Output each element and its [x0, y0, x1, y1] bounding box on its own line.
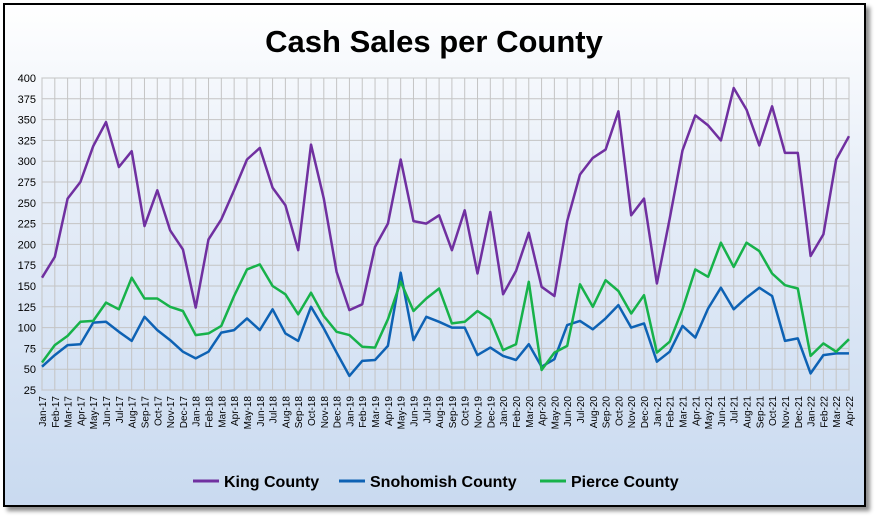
x-tick-label: Sep-21: [755, 396, 766, 429]
x-tick-label: Feb-21: [666, 396, 677, 428]
x-tick-label: Dec-21: [794, 396, 805, 429]
x-tick-label: Jul-17: [115, 396, 126, 424]
x-axis: Jan-17 Feb-17 Mar-17 Apr-17 May-17 Jun-17 Jul-…: [38, 396, 856, 430]
x-tick-label: Sep-19: [448, 396, 459, 429]
y-tick-label: 225: [18, 219, 36, 231]
legend-label: Pierce County: [571, 474, 679, 491]
y-tick-label: 175: [18, 260, 36, 272]
x-tick-label: Jan-21: [653, 396, 664, 427]
x-tick-label: May-20: [550, 396, 561, 430]
gridlines: [41, 77, 850, 391]
x-tick-label: Jun-17: [102, 396, 113, 427]
x-tick-label: Jan-19: [345, 396, 356, 427]
x-tick-label: Sep-17: [140, 396, 151, 429]
x-tick-label: Mar-21: [678, 396, 689, 428]
x-tick-label: Apr-19: [384, 396, 395, 426]
x-tick-label: Nov-20: [627, 396, 638, 429]
x-tick-label: Oct-17: [153, 396, 164, 426]
x-tick-label: Jun-19: [409, 396, 420, 427]
x-tick-label: Nov-18: [320, 396, 331, 429]
series-line-1: [41, 271, 849, 378]
x-tick-label: Jun-18: [256, 396, 267, 427]
x-tick-label: Dec-18: [333, 396, 344, 429]
y-tick-label: 200: [18, 239, 36, 251]
x-tick-label: Nov-17: [166, 396, 177, 429]
x-tick-label: Nov-21: [781, 396, 792, 429]
series-line-0: [40, 86, 851, 312]
x-tick-label: Aug-18: [281, 396, 292, 429]
x-tick-label: Dec-19: [486, 396, 497, 429]
x-tick-label: May-18: [243, 396, 254, 430]
x-tick-label: Mar-22: [832, 396, 843, 428]
x-tick-label: Jun-21: [717, 396, 728, 427]
x-tick-label: Feb-18: [205, 396, 216, 428]
x-tick-label: Apr-22: [845, 396, 856, 426]
x-tick-label: Aug-17: [128, 396, 139, 429]
y-tick-label: 75: [24, 343, 36, 355]
x-tick-label: Apr-21: [691, 396, 702, 426]
y-tick-label: 350: [18, 115, 36, 127]
x-tick-label: Jan-18: [192, 396, 203, 427]
x-tick-label: Jul-18: [269, 396, 280, 424]
legend-label: Snohomish County: [370, 474, 517, 491]
x-tick-label: Mar-19: [371, 396, 382, 428]
x-tick-label: Aug-19: [435, 396, 446, 429]
x-tick-label: Feb-19: [358, 396, 369, 428]
x-tick-label: Aug-21: [743, 396, 754, 429]
x-tick-label: Aug-20: [589, 396, 600, 429]
y-tick-label: 300: [18, 156, 36, 168]
x-tick-label: May-19: [397, 396, 408, 430]
x-tick-label: Jun-20: [563, 396, 574, 427]
x-tick-label: Jul-20: [576, 396, 587, 424]
x-tick-label: Jan-17: [38, 396, 49, 427]
x-tick-label: Oct-21: [768, 396, 779, 426]
x-tick-label: Apr-20: [538, 396, 549, 426]
series-lines: [40, 86, 851, 378]
x-tick-label: Dec-17: [179, 396, 190, 429]
x-tick-label: Dec-20: [640, 396, 651, 429]
y-tick-label: 125: [18, 302, 36, 314]
series-line-2: [40, 241, 850, 372]
legend: King County Snohomish County Pierce County: [193, 474, 679, 491]
y-tick-label: 325: [18, 135, 36, 147]
x-tick-label: Nov-19: [474, 396, 485, 429]
x-tick-label: Oct-18: [307, 396, 318, 426]
y-tick-label: 375: [18, 94, 36, 106]
x-tick-label: May-21: [704, 396, 715, 430]
x-tick-label: Feb-20: [512, 396, 523, 428]
chart-frame: [3, 3, 866, 507]
x-tick-label: Jan-20: [499, 396, 510, 427]
y-tick-label: 100: [18, 323, 36, 335]
x-tick-label: Jan-22: [807, 396, 818, 427]
chart-title: Cash Sales per County: [265, 24, 603, 59]
x-tick-label: Jul-19: [422, 396, 433, 424]
x-tick-label: May-17: [89, 396, 100, 430]
y-tick-label: 250: [18, 198, 36, 210]
x-tick-label: Oct-20: [614, 396, 625, 426]
x-tick-label: Mar-18: [217, 396, 228, 428]
y-tick-label: 50: [24, 364, 36, 376]
y-tick-label: 400: [18, 73, 36, 85]
x-tick-label: Mar-17: [64, 396, 75, 428]
x-tick-label: Sep-18: [294, 396, 305, 429]
y-axis: 25 50 75 100 125 150 175 200 225 250 275 300 325 350 3…: [18, 73, 36, 397]
x-tick-label: Mar-20: [525, 396, 536, 428]
y-tick-label: 25: [24, 385, 36, 397]
x-tick-label: Apr-18: [230, 396, 241, 426]
x-tick-label: Apr-17: [76, 396, 87, 426]
x-tick-label: Feb-17: [51, 396, 62, 428]
y-tick-label: 150: [18, 281, 36, 293]
x-tick-label: Sep-20: [602, 396, 613, 429]
x-tick-label: Oct-19: [461, 396, 472, 426]
x-tick-label: Jul-21: [730, 396, 741, 424]
x-tick-label: Feb-22: [819, 396, 830, 428]
legend-label: King County: [224, 474, 319, 491]
y-tick-label: 275: [18, 177, 36, 189]
